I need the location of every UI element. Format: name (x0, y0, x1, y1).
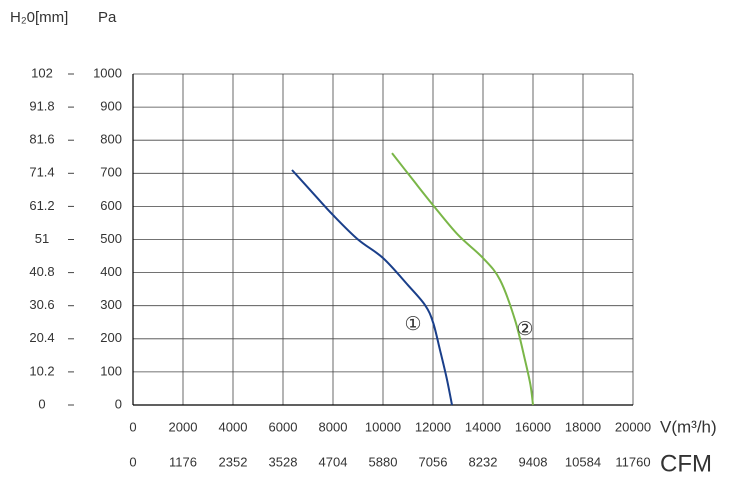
x-tick-label: 2000 (169, 419, 198, 434)
y-tick-label: 1000 (93, 65, 122, 80)
y-label: H₂0[mm] (10, 9, 68, 26)
y2-tick-label: 71.4 (29, 165, 54, 180)
x2-tick-label: 2352 (219, 454, 248, 469)
x2-tick-label: 9408 (519, 454, 548, 469)
y-tick-label: 600 (100, 198, 122, 213)
y2-tick-label: 30.6 (29, 297, 54, 312)
y2-tick-label: 91.8 (29, 99, 54, 114)
series-label: ① (404, 314, 421, 335)
y2-tick-label: 61.2 (29, 198, 54, 213)
x2-tick-label: 11760 (615, 454, 650, 469)
x2-tick-label: 8232 (469, 454, 498, 469)
x2-tick-label: 7056 (419, 454, 448, 469)
y-tick-label: 500 (100, 231, 122, 246)
x2-tick-label: 5880 (369, 454, 398, 469)
x2-tick-label: 3528 (269, 454, 298, 469)
curve (391, 152, 534, 406)
y2-tick-label: 10.2 (29, 363, 54, 378)
x2-tick-label: 1176 (169, 454, 197, 469)
curve (291, 169, 453, 406)
x2-tick-label: 0 (129, 454, 136, 469)
y2-tick-label: 51 (35, 231, 49, 246)
x-tick-label: 10000 (365, 419, 401, 434)
x-tick-label: 18000 (565, 419, 601, 434)
x-tick-label: 16000 (515, 419, 551, 434)
x-tick-label: 12000 (415, 419, 451, 434)
y-tick-label: 700 (100, 165, 122, 180)
x2-tick-label: 4704 (319, 454, 348, 469)
y-tick-label: 800 (100, 132, 122, 147)
y-unit: Pa (98, 9, 117, 26)
x-tick-label: 8000 (319, 419, 348, 434)
x-tick-label: 6000 (269, 419, 298, 434)
x2-tick-label: 10584 (565, 454, 601, 469)
y-tick-label: 0 (115, 396, 122, 411)
y2-tick-label: 20.4 (29, 330, 54, 345)
y-tick-label: 200 (100, 330, 122, 345)
y2-tick-label: 40.8 (29, 264, 54, 279)
series-label: ② (516, 319, 533, 340)
y-tick-label: 100 (100, 363, 122, 378)
x-label: V(m³/h) (660, 417, 717, 436)
y-tick-label: 400 (100, 264, 122, 279)
x-tick-label: 14000 (465, 419, 501, 434)
y-tick-label: 900 (100, 99, 122, 114)
x2-label: CFM (660, 450, 712, 477)
y-tick-label: 300 (100, 297, 122, 312)
y2-tick-label: 0 (38, 396, 45, 411)
x-tick-label: 4000 (219, 419, 248, 434)
y2-tick-label: 81.6 (29, 132, 54, 147)
y2-tick-label: 102 (31, 65, 53, 80)
x-tick-label: 20000 (615, 419, 651, 434)
x-tick-label: 0 (129, 419, 136, 434)
